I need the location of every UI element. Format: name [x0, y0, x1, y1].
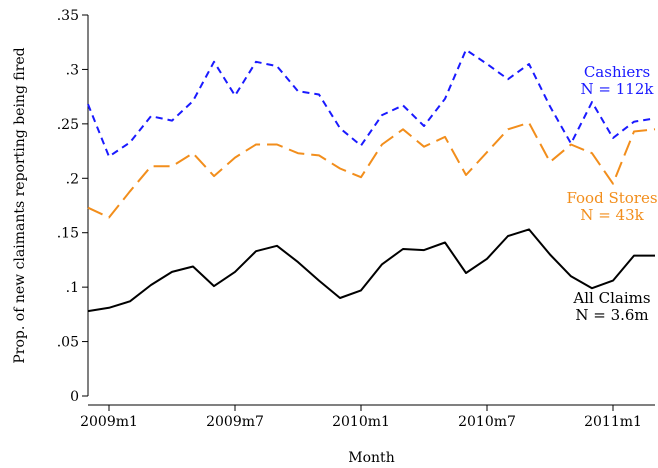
series-cashiers	[87, 48, 656, 158]
y-tick-label: .1	[66, 280, 79, 296]
series-label: Food Stores N = 43k	[566, 189, 657, 224]
y-tick-label: .2	[66, 171, 79, 187]
y-tick-label: .05	[57, 335, 79, 351]
y-tick-label: .35	[57, 8, 79, 24]
series-layer	[87, 48, 656, 313]
x-tick-label: 2009m7	[206, 414, 264, 430]
series-all-claims	[87, 228, 655, 313]
y-tick-label: 0	[70, 389, 79, 405]
y-tick-label: .15	[57, 226, 79, 242]
y-axis-title: Prop. of new claimants reporting being f…	[12, 47, 28, 363]
axes: 0.05.1.15.2.25.3.35 2009m1 2009m7 2010m1 20…	[57, 8, 655, 430]
x-axis-title: Month	[348, 450, 394, 466]
series-line	[87, 48, 656, 158]
y-tick-label: .25	[57, 117, 79, 133]
series-food-stores	[87, 121, 656, 219]
series-label: Cashiers N = 112k	[581, 63, 655, 98]
series-labels: Cashiers N = 112k Food Stores N = 43k All Cl…	[566, 63, 657, 324]
x-tick-label: 2010m1	[332, 414, 390, 430]
x-tick-label: 2010m7	[458, 414, 516, 430]
series-line	[87, 228, 655, 313]
y-tick-label: .3	[66, 62, 79, 78]
series-line	[87, 121, 656, 219]
x-tick-label: 2009m1	[80, 414, 138, 430]
y-ticks: 0 .05 .1 .15 .2 .25 .3 .35	[57, 8, 88, 405]
x-tick-label: 2011m1	[584, 414, 642, 430]
series-label: All Claims N = 3.6m	[572, 289, 650, 324]
x-ticks: 2009m1 2009m7 2010m1 2010m7 2011m1	[80, 405, 642, 430]
